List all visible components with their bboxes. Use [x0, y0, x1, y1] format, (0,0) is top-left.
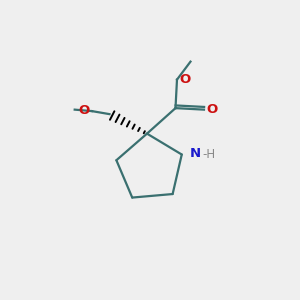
Text: -H: -H	[202, 148, 215, 161]
Text: N: N	[189, 147, 200, 160]
Text: O: O	[179, 73, 191, 85]
Text: O: O	[78, 104, 90, 117]
Text: O: O	[207, 103, 218, 116]
